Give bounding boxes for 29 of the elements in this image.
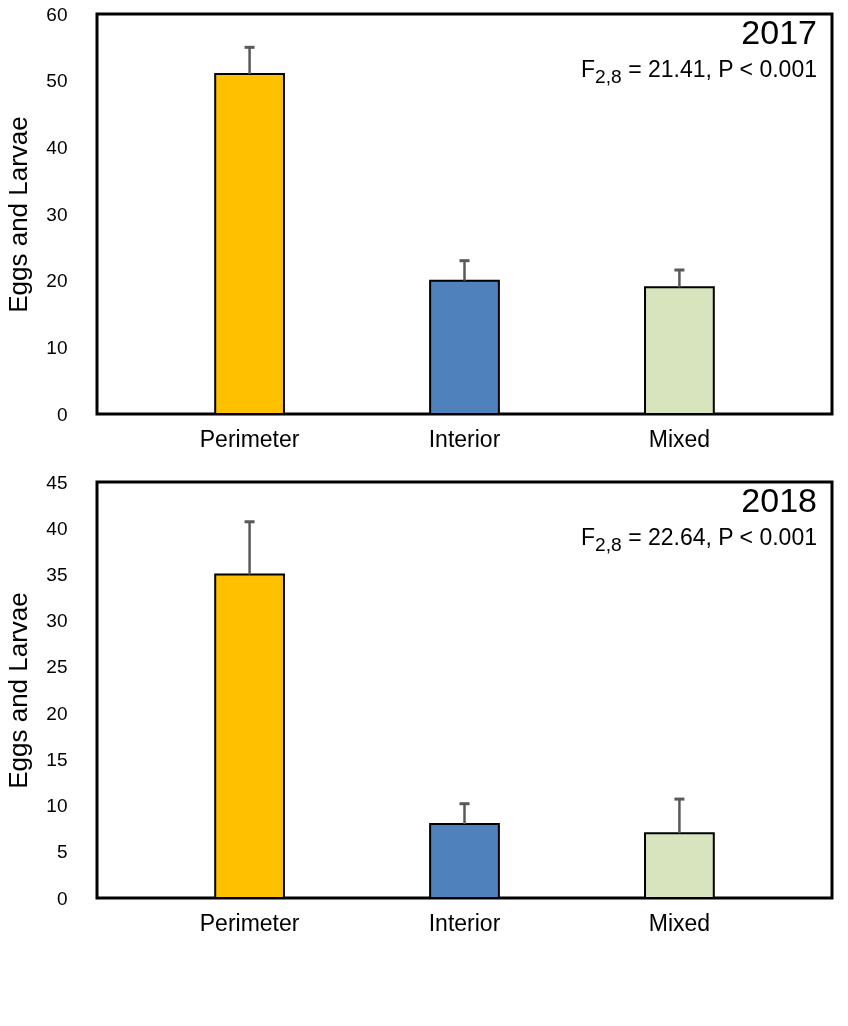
y-tick-label: 25 xyxy=(46,656,68,678)
y-axis-title: Eggs and Larvae xyxy=(3,592,34,789)
y-tick-label: 15 xyxy=(46,748,68,770)
x-tick-label: Perimeter xyxy=(199,425,300,452)
y-tick-label: 10 xyxy=(46,336,68,358)
y-tick-label: 10 xyxy=(46,795,68,817)
y-tick-label: 35 xyxy=(46,563,68,585)
y-tick-label: 30 xyxy=(46,610,68,632)
y-tick-label: 40 xyxy=(46,136,68,158)
chart-title: 2017 xyxy=(740,13,817,52)
x-tick-label: Perimeter xyxy=(199,909,300,936)
y-tick-label: 0 xyxy=(56,403,68,425)
y-tick-label: 0 xyxy=(56,887,68,909)
annotation: F$_{2,8}$ = 21.41, P < 0.001 xyxy=(581,56,817,88)
y-tick-label: 20 xyxy=(46,270,68,292)
annotation: F$_{2,8}$ = 22.64, P < 0.001 xyxy=(581,524,817,556)
y-tick-label: 40 xyxy=(46,517,68,539)
y-tick-label: 20 xyxy=(46,702,68,724)
y-tick-label: 50 xyxy=(46,70,68,92)
x-tick-label: Mixed xyxy=(648,425,711,452)
x-tick-label: Mixed xyxy=(648,909,711,936)
y-tick-label: 45 xyxy=(46,471,68,493)
y-tick-label: 5 xyxy=(56,841,68,863)
x-tick-label: Interior xyxy=(428,425,501,452)
x-tick-label: Interior xyxy=(428,909,501,936)
y-tick-label: 60 xyxy=(46,3,68,25)
chart-title: 2018 xyxy=(740,481,817,520)
y-axis-title: Eggs and Larvae xyxy=(3,116,34,313)
y-tick-label: 30 xyxy=(46,203,68,225)
